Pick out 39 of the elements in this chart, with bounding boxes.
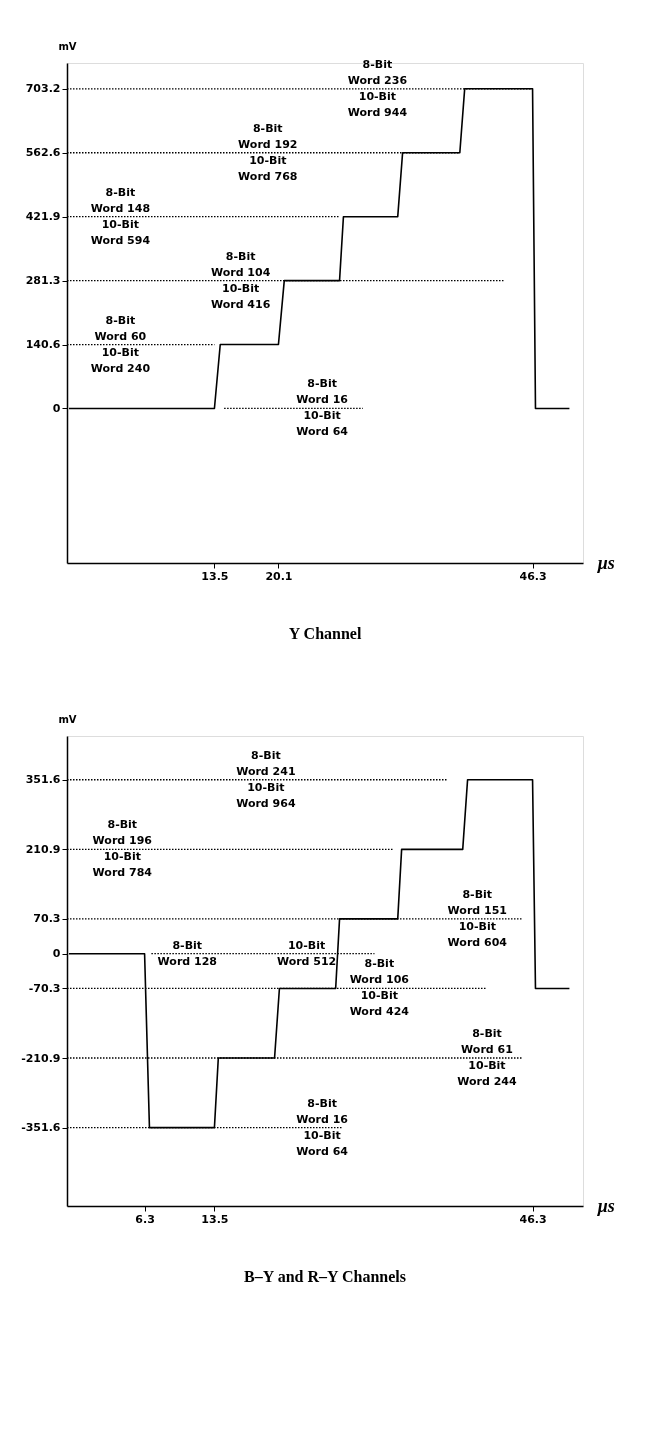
- y-tick-label: 0: [52, 947, 61, 961]
- x-tick-label: 6.3: [135, 1212, 155, 1226]
- y-tick-label: 210.9: [25, 842, 61, 856]
- annotation: 8-Bit Word 61 10-Bit Word 244: [457, 1027, 518, 1089]
- x-tick-label: 13.5: [201, 1212, 229, 1226]
- annotation: 8-Bit Word 104 10-Bit Word 416: [210, 249, 271, 311]
- y-axis-title: mV: [58, 40, 77, 52]
- annotation: 8-Bit Word 106 10-Bit Word 424: [349, 957, 410, 1019]
- x-axis-title: µs: [596, 552, 615, 573]
- y-tick-label: 562.6: [25, 146, 61, 160]
- annotation: 8-Bit Word 148 10-Bit Word 594: [90, 185, 151, 247]
- annotation: 8-Bit Word 128: [157, 938, 217, 968]
- text: B–Y and R–Y Channels: [244, 1268, 406, 1285]
- y-tick-label: 703.2: [25, 82, 61, 96]
- annotation: 10-Bit Word 512: [276, 938, 337, 968]
- y-tick-label: -351.6: [21, 1121, 61, 1135]
- annotation: 8-Bit Word 241 10-Bit Word 964: [236, 748, 296, 810]
- y-tick-label: 281.3: [25, 274, 61, 288]
- x-axis-title: µs: [596, 1195, 615, 1216]
- x-tick-label: 46.3: [519, 569, 547, 583]
- annotation: 8-Bit Word 192 10-Bit Word 768: [238, 121, 298, 183]
- y-tick-label: 140.6: [25, 338, 61, 352]
- y-tick-label: 0: [52, 401, 61, 415]
- annotation: 8-Bit Word 151 10-Bit Word 604: [447, 887, 508, 949]
- x-tick-label: 13.5: [201, 569, 229, 583]
- x-tick-label: 20.1: [265, 569, 293, 583]
- annotation: 8-Bit Word 16 10-Bit Word 64: [296, 377, 349, 439]
- annotation: 8-Bit Word 60 10-Bit Word 240: [90, 313, 151, 375]
- y-tick-label: 351.6: [25, 773, 61, 787]
- text: Y Channel: [288, 625, 362, 642]
- annotation: 8-Bit Word 236 10-Bit Word 944: [347, 57, 408, 119]
- y-tick-label: -210.9: [21, 1051, 61, 1065]
- y-tick-label: 70.3: [33, 912, 61, 926]
- x-tick-label: 46.3: [519, 1212, 547, 1226]
- y-tick-label: 421.9: [25, 210, 61, 224]
- y-axis-title: mV: [58, 713, 77, 725]
- annotation: 8-Bit Word 196 10-Bit Word 784: [92, 818, 153, 880]
- annotation: 8-Bit Word 16 10-Bit Word 64: [296, 1096, 349, 1158]
- y-tick-label: -70.3: [28, 981, 61, 995]
